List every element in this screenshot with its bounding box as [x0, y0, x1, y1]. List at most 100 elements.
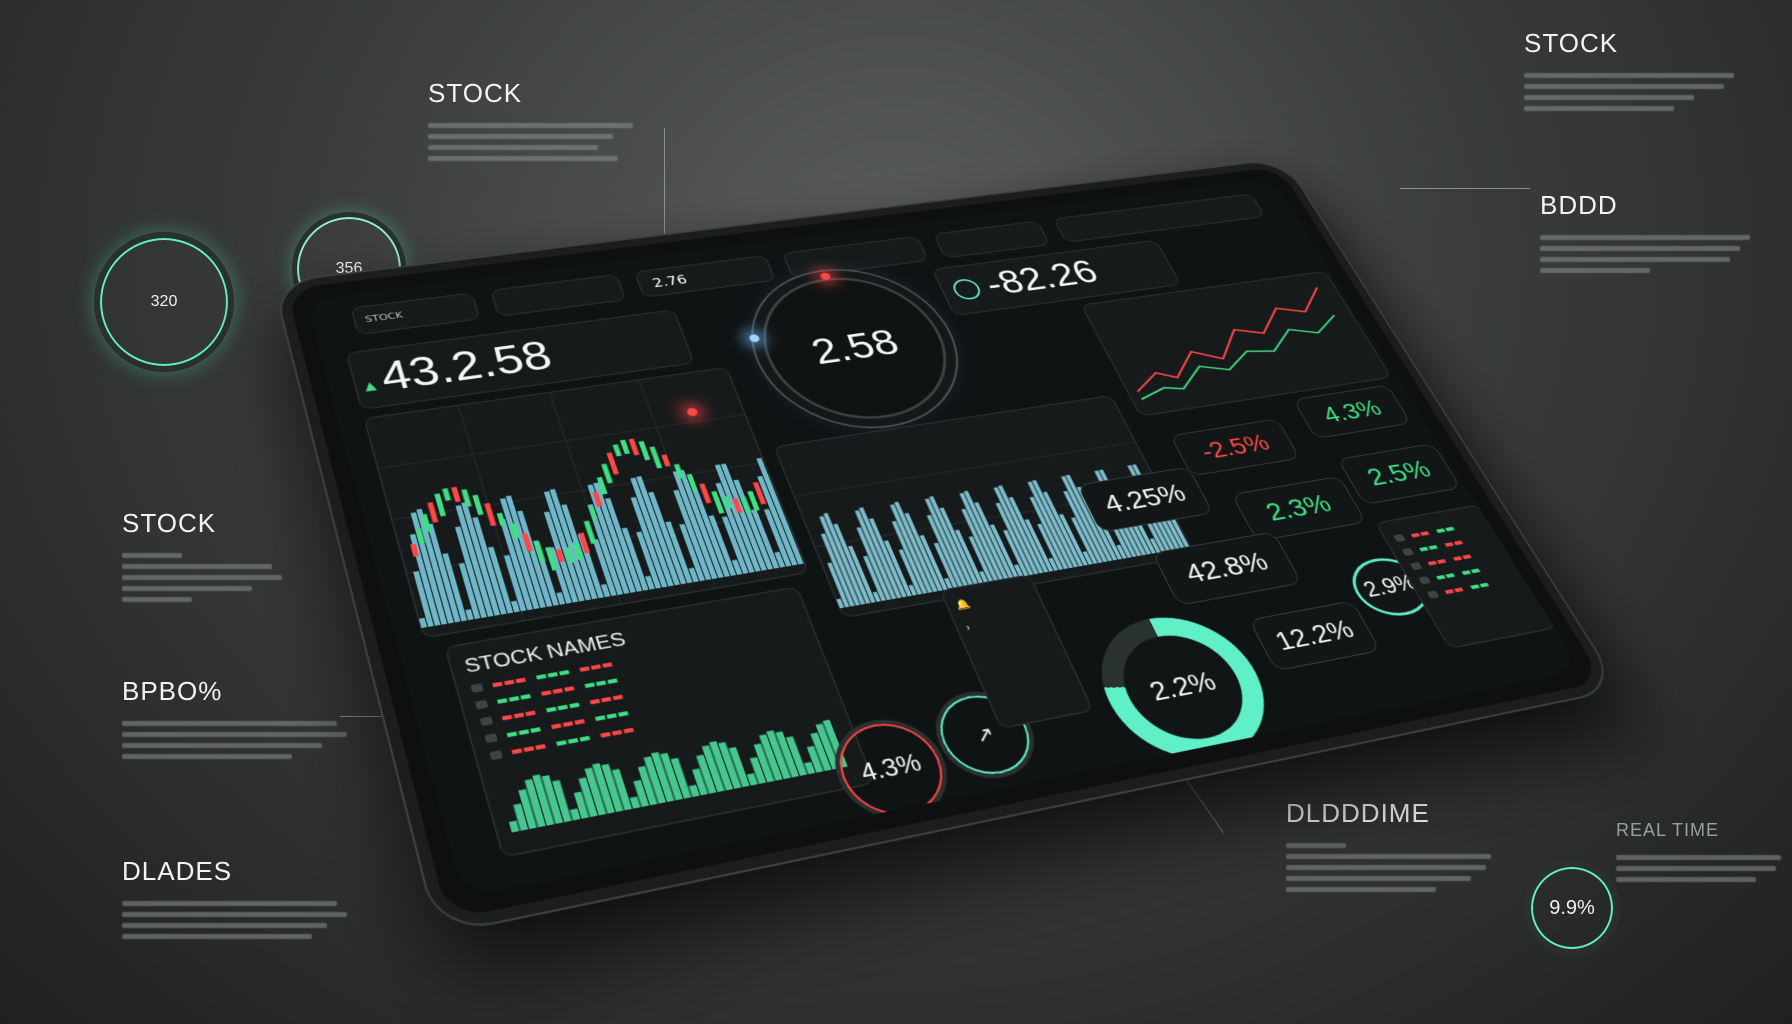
center-ring-value: 2.58	[804, 321, 906, 372]
candle	[619, 439, 630, 455]
area-chart	[775, 396, 1190, 609]
text-line	[122, 721, 337, 726]
pct-chip[interactable]: 2.3%	[1231, 475, 1367, 542]
volume-bar	[1058, 514, 1088, 566]
callout-bottom-right: REAL TIME	[1616, 820, 1781, 888]
pct-chip[interactable]: 2.5%	[1337, 443, 1462, 505]
candle	[638, 440, 651, 461]
gear-icon[interactable]	[949, 277, 985, 301]
candle	[661, 454, 671, 467]
callout-top-left: STOCK	[428, 78, 633, 167]
area-chart-panel	[773, 394, 1197, 619]
main-value: 43.2.58	[375, 333, 558, 400]
text-line	[1616, 866, 1776, 871]
text-line	[122, 754, 292, 759]
pct-chip[interactable]: -2.5%	[1169, 418, 1301, 477]
text-line	[428, 134, 613, 139]
volume-bar	[1076, 486, 1118, 561]
volume-bar	[974, 502, 1014, 579]
candle	[451, 486, 461, 503]
text-line	[122, 597, 192, 602]
volume-bar	[1008, 496, 1049, 573]
callout-left-lower: BPBO%	[122, 676, 347, 765]
nav-pill[interactable]	[781, 235, 930, 279]
pct-chip[interactable]: 4.3%	[1292, 384, 1412, 439]
volume-bar	[993, 487, 1039, 575]
text-line	[1524, 95, 1694, 100]
text-line	[1524, 84, 1724, 89]
text-line	[122, 934, 312, 939]
volume-bar	[1029, 496, 1069, 570]
text-line	[122, 564, 272, 569]
text-line	[1286, 854, 1491, 859]
callout-title: STOCK	[428, 78, 523, 108]
text-line	[1286, 887, 1436, 892]
volume-bar	[1104, 511, 1132, 558]
text-line	[1286, 843, 1346, 848]
text-line	[1524, 106, 1674, 111]
volume-bar	[1037, 523, 1064, 570]
text-line	[1540, 246, 1740, 251]
callout-top-right: STOCK	[1524, 28, 1734, 117]
text-line	[122, 923, 327, 928]
volume-bar	[1061, 476, 1108, 563]
candlestick-chart-panel	[363, 366, 810, 639]
text-line	[122, 586, 252, 591]
text-line	[1540, 235, 1750, 240]
volume-bar	[959, 492, 1004, 581]
small-ring-value: 4.3%	[856, 749, 926, 788]
text-line	[1540, 268, 1650, 273]
callout-title: REAL TIME	[1616, 820, 1720, 840]
candle	[612, 444, 622, 457]
ticker-pill[interactable]: 2.76	[633, 255, 777, 298]
text-line	[122, 732, 347, 737]
callout-title: BPBO%	[122, 676, 223, 706]
volume-bar	[1065, 474, 1113, 562]
dashboard-screen: STOCK 2.76 43.2.58 ▲	[305, 178, 1582, 898]
text-line	[428, 123, 633, 128]
leader-line	[664, 128, 665, 248]
volume-bar	[1042, 491, 1083, 567]
stock-names-panel: STOCK NAMES ▬▬▬ ▬▬▬ ▬▬▬ ▬▬▬ ▬▬▬ ▬▬▬ ▬▬▬ ▬▬▬ ▬▬…	[444, 586, 876, 858]
callout-title: BDDD	[1540, 190, 1618, 220]
volume-bar	[1093, 508, 1123, 560]
callout-title: DLDDDIME	[1286, 798, 1430, 828]
text-line	[122, 743, 322, 748]
ring-value: 9.9%	[1549, 896, 1595, 919]
text-line	[1286, 865, 1486, 870]
text-line	[122, 553, 182, 558]
callout-title: DLADES	[122, 856, 233, 886]
text-line	[428, 145, 598, 150]
volume-bar	[961, 508, 999, 582]
volume-bar	[997, 485, 1044, 574]
donut-value: 2.2%	[1144, 665, 1222, 707]
status-light	[748, 333, 761, 343]
text-line	[122, 912, 347, 917]
tablet-device: STOCK 2.76 43.2.58 ▲	[274, 159, 1620, 934]
text-line	[122, 575, 282, 580]
candle	[649, 446, 663, 469]
volume-bar	[995, 502, 1034, 576]
callout-title: STOCK	[122, 508, 217, 538]
text-line	[428, 156, 618, 161]
header-label: STOCK	[363, 309, 405, 325]
ring-value: 320	[150, 293, 178, 310]
volume-bar	[569, 808, 581, 821]
nav-pill[interactable]	[1052, 193, 1266, 243]
candle	[472, 494, 484, 516]
ticker-value: 2.76	[650, 272, 690, 291]
nav-pill[interactable]: STOCK	[350, 292, 481, 336]
text-line	[1286, 876, 1471, 881]
nav-pill[interactable]	[932, 220, 1051, 259]
candle	[427, 502, 439, 523]
volume-bar	[1063, 490, 1103, 563]
center-ring: 2.58	[739, 267, 974, 431]
trend-icon: ↗	[971, 722, 999, 748]
volume-bar	[508, 820, 520, 833]
nav-pill[interactable]	[489, 273, 627, 317]
candle	[628, 438, 640, 456]
volume-bar	[924, 498, 969, 587]
text-line	[1616, 855, 1781, 860]
pct-chip[interactable]: 12.2%	[1248, 600, 1382, 672]
